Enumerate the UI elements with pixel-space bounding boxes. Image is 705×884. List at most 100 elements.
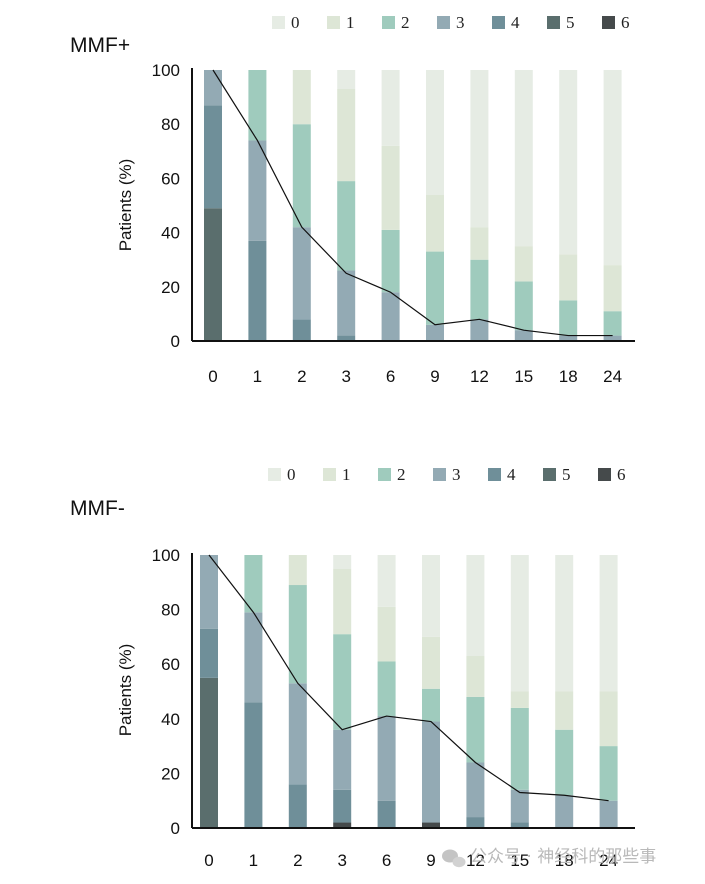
trend-line-group [212, 69, 613, 337]
bar-segment-grade-4-at-12 [466, 817, 485, 828]
bar-segment-grade-3-at-24 [603, 335, 622, 341]
x-tick-label: 2 [297, 367, 306, 386]
bar-segment-grade-2-at-12 [466, 696, 485, 763]
x-tick-label: 3 [337, 851, 346, 870]
bar-segment-grade-1-at-12 [470, 227, 489, 260]
bar-segment-grade-0-at-24 [599, 555, 618, 692]
bar-segment-grade-1-at-6 [381, 145, 400, 230]
legend-swatch-5 [543, 468, 556, 481]
bar-segment-grade-6-at-3 [333, 822, 352, 828]
bar-segment-grade-2-at-15 [510, 707, 529, 790]
y-tick-label: 60 [161, 169, 180, 188]
y-axis-label: Patients (%) [116, 159, 135, 252]
x-tick-label: 24 [599, 851, 618, 870]
legend-label-5: 5 [566, 13, 575, 32]
bar-segment-grade-2-at-3 [337, 181, 356, 271]
legend-label-5: 5 [562, 465, 571, 484]
x-tick-label: 0 [208, 367, 217, 386]
bar-segment-grade-3-at-6 [381, 292, 400, 341]
bar-segment-grade-3-at-15 [514, 330, 533, 341]
bar-segment-grade-3-at-0 [204, 70, 222, 106]
bar-segment-grade-2-at-1 [248, 70, 267, 141]
chart-legend: 0 1 2 3 4 5 6 [268, 465, 626, 484]
bar-segment-grade-1-at-15 [514, 246, 533, 282]
bar-segment-grade-2-at-9 [426, 251, 444, 325]
y-axis-label: Patients (%) [116, 644, 135, 737]
bar-segment-grade-0-at-6 [381, 70, 400, 146]
bar-segment-grade-3-at-18 [555, 795, 574, 828]
bar-segment-grade-1-at-9 [422, 636, 440, 689]
bar-segment-grade-4-at-6 [377, 800, 396, 828]
x-tick-labels: 0 1 2 3 6 9 12 15 18 24 [204, 851, 618, 870]
bar-segment-grade-1-at-24 [599, 691, 618, 747]
bar-segment-grade-4-at-15 [510, 822, 529, 828]
bar-segment-grade-4-at-2 [292, 319, 311, 341]
legend-swatch-2 [382, 16, 395, 29]
bar-segment-grade-1-at-2 [288, 555, 307, 586]
legend-label-3: 3 [452, 465, 461, 484]
bar-segment-grade-3-at-1 [248, 140, 267, 241]
chart-legend: 0 1 2 3 4 5 6 [272, 13, 630, 32]
x-tick-label: 24 [603, 367, 622, 386]
y-tick-label: 40 [161, 224, 180, 243]
bar-segment-grade-3-at-15 [510, 789, 529, 823]
bar-segment-grade-0-at-18 [559, 70, 578, 255]
x-tick-label: 3 [341, 367, 350, 386]
wechat-icon [442, 849, 466, 868]
legend-swatch-4 [488, 468, 501, 481]
legend-swatch-3 [433, 468, 446, 481]
bar-segment-grade-1-at-18 [559, 254, 578, 301]
x-tick-label: 18 [555, 851, 574, 870]
bar-segment-grade-4-at-0 [204, 105, 222, 209]
bar-segment-grade-3-at-24 [599, 800, 618, 828]
bar-segment-grade-2-at-24 [603, 311, 622, 336]
bar-segment-grade-2-at-6 [377, 661, 396, 717]
bar-segment-grade-1-at-2 [292, 70, 311, 125]
bar-segment-grade-2-at-3 [333, 634, 352, 730]
legend-label-1: 1 [342, 465, 351, 484]
legend-swatch-0 [268, 468, 281, 481]
bar-segment-grade-0-at-3 [337, 70, 356, 89]
bar-segment-grade-4-at-1 [244, 702, 263, 828]
bar-segment-grade-3-at-2 [288, 683, 307, 785]
y-tick-label: 100 [152, 546, 180, 565]
axes [191, 553, 635, 829]
y-tick-label: 80 [161, 115, 180, 134]
x-tick-label: 12 [470, 367, 489, 386]
bar-segment-grade-5-at-0 [204, 208, 222, 341]
bar-segment-grade-0-at-15 [510, 555, 529, 692]
bar-segment-grade-3-at-3 [333, 729, 352, 790]
x-tick-label: 1 [249, 851, 258, 870]
bar-segment-grade-1-at-15 [510, 691, 529, 708]
bar-segment-grade-1-at-9 [426, 194, 444, 252]
watermark: 公众号 · 神经科的那些事 [442, 847, 656, 868]
y-tick-labels: 0 20 40 60 80 100 [152, 61, 180, 351]
bar-segment-grade-2-at-24 [599, 746, 618, 801]
y-tick-label: 100 [152, 61, 180, 80]
bar-segment-grade-0-at-6 [377, 555, 396, 607]
bar-segment-grade-3-at-6 [377, 716, 396, 801]
y-tick-label: 20 [161, 278, 180, 297]
y-tick-label: 20 [161, 764, 180, 783]
x-tick-label: 15 [514, 367, 533, 386]
stacked-bars [200, 555, 618, 828]
x-tick-label: 15 [510, 851, 529, 870]
bar-segment-grade-0-at-9 [422, 555, 440, 637]
bar-segment-grade-0-at-24 [603, 70, 622, 266]
bar-segment-grade-2-at-2 [288, 585, 307, 684]
legend-swatch-6 [598, 468, 611, 481]
legend-swatch-0 [272, 16, 285, 29]
bar-segment-grade-6-at-9 [422, 822, 440, 828]
bar-segment-grade-0-at-18 [555, 555, 574, 692]
bar-segment-grade-2-at-1 [244, 555, 263, 613]
bar-segment-grade-2-at-6 [381, 229, 400, 293]
y-tick-label: 0 [171, 332, 180, 351]
bar-segment-grade-4-at-3 [337, 335, 356, 341]
bar-segment-grade-1-at-18 [555, 691, 574, 730]
bar-segment-grade-4-at-1 [248, 240, 267, 341]
x-tick-label: 6 [386, 367, 395, 386]
bar-segment-grade-3-at-12 [466, 762, 485, 818]
legend-label-3: 3 [456, 13, 465, 32]
